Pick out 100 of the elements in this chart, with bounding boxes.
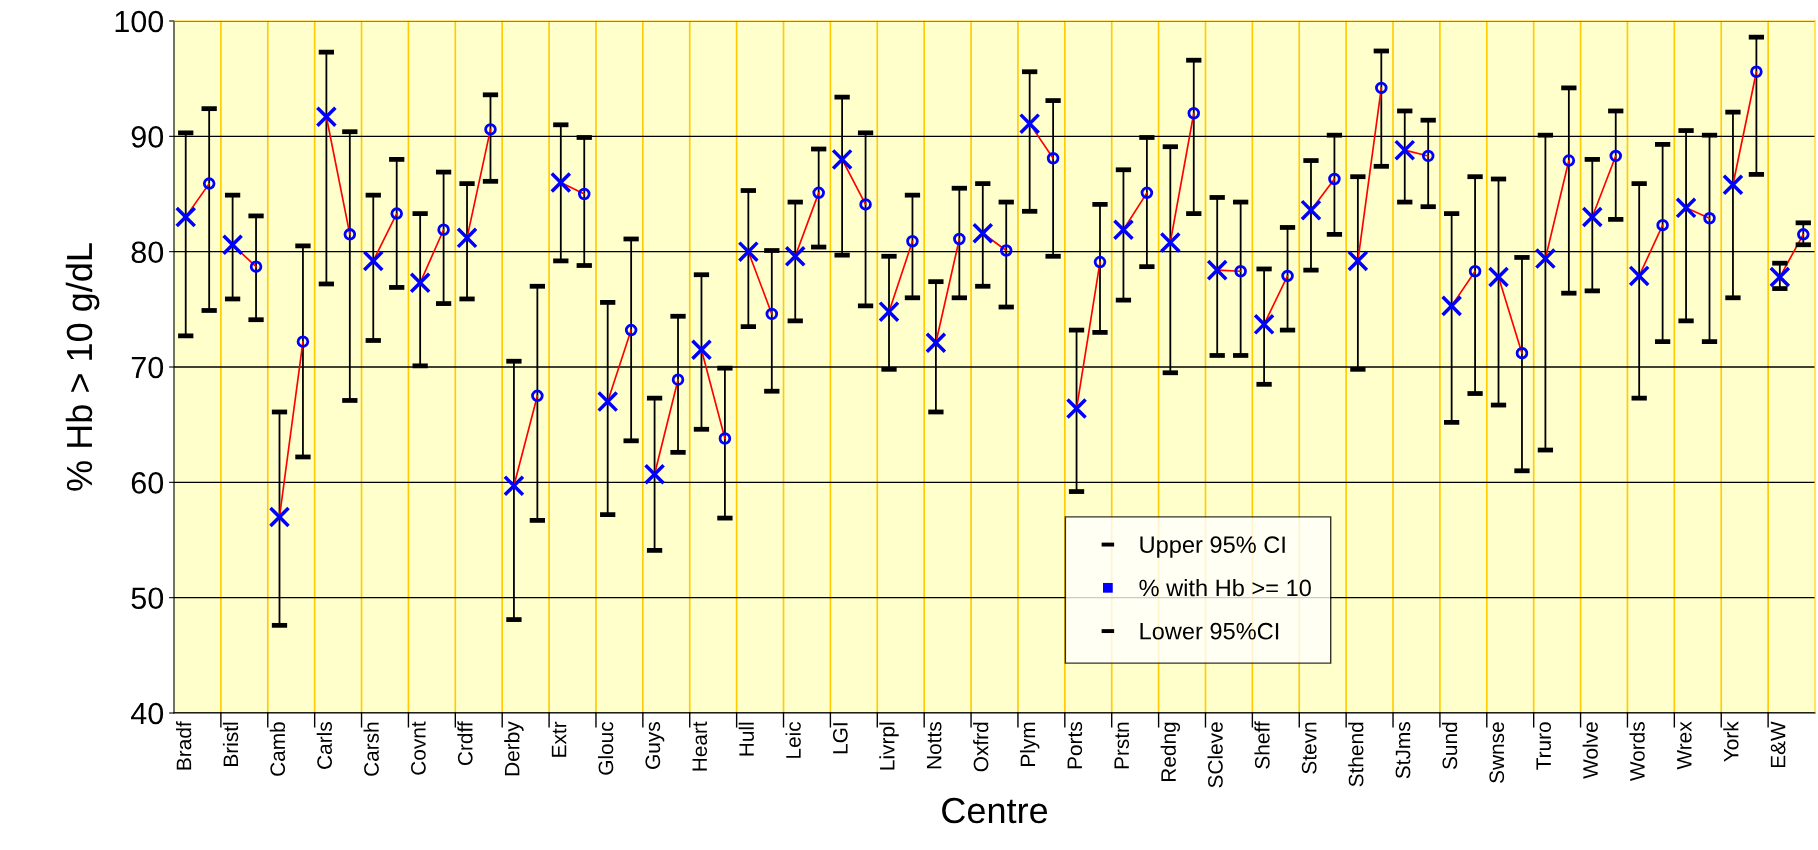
x-tick-label: Wrex: [1677, 721, 1692, 770]
point: [174, 206, 197, 228]
point: [1300, 199, 1322, 221]
point: [1206, 259, 1228, 281]
point: [1347, 250, 1369, 272]
x-tick-label: Stevn: [1301, 722, 1317, 774]
x-tick-label: Plym: [1019, 722, 1040, 766]
point: [202, 177, 216, 190]
x-tick-label: Glouc: [597, 721, 614, 775]
x-tick-label: Covnt: [410, 721, 426, 775]
point: [859, 198, 872, 211]
x-tick-label: Sund: [1441, 722, 1458, 770]
point: [972, 222, 994, 244]
x-tick-label: Extr: [551, 721, 567, 757]
point: [1253, 313, 1275, 336]
y-axis-title: % Hb > 10 g/dL: [65, 243, 100, 491]
point: [1281, 269, 1294, 283]
point: [643, 463, 666, 486]
x-tick-label: Sthend: [1348, 722, 1364, 787]
legend-label: Upper 95% CI: [1140, 536, 1285, 558]
point: [1675, 197, 1697, 219]
x-tick-label: Sheff: [1254, 721, 1270, 769]
x-tick-label: LGI: [832, 723, 848, 754]
point: [953, 232, 966, 246]
point: [1046, 152, 1060, 165]
x-tick-label: Heart: [692, 721, 708, 771]
point: [578, 187, 591, 201]
point: [999, 244, 1013, 257]
x-tick-label: Truro: [1536, 722, 1551, 770]
point: [1468, 265, 1482, 278]
point: [249, 260, 263, 273]
point: [1769, 266, 1791, 288]
point: [1750, 65, 1763, 78]
point: [390, 207, 403, 220]
point: [1562, 154, 1576, 167]
point: [437, 223, 450, 236]
x-tick-label: StJms: [1395, 722, 1411, 779]
x-tick-label: Bradf: [176, 721, 192, 770]
point: [737, 240, 760, 263]
point: [531, 389, 544, 403]
x-tick-label: Ports: [1067, 722, 1083, 769]
point: [362, 250, 385, 272]
point: [765, 307, 779, 321]
y-tick-label: 90: [131, 126, 164, 148]
legend-label: Lower 95%CI: [1140, 622, 1279, 640]
point: [1515, 346, 1529, 360]
point: [296, 335, 310, 348]
point: [484, 123, 497, 136]
x-tick-label: Hull: [738, 722, 754, 756]
point: [1628, 265, 1650, 287]
x-tick-label: Camb: [269, 722, 286, 776]
point: [1487, 266, 1510, 288]
point: [1018, 112, 1041, 135]
x-tick-label: Guys: [645, 722, 665, 769]
x-tick-label: Wolve: [1582, 722, 1598, 779]
point: [268, 506, 291, 528]
x-tick-label: York: [1723, 721, 1739, 762]
point: [456, 227, 478, 249]
point: [878, 300, 900, 323]
point: [409, 272, 431, 294]
point: [1375, 81, 1388, 95]
point: [1703, 211, 1716, 225]
point: [1656, 218, 1669, 232]
y-tick-label: 70: [131, 356, 164, 379]
x-tick-label: Notts: [926, 722, 942, 769]
point: [1093, 255, 1107, 269]
y-tick-label: 60: [131, 472, 164, 494]
x-tick-label: Redng: [1160, 722, 1181, 782]
x-tick-label: Leic: [785, 721, 801, 758]
x-axis-title: Centre: [942, 797, 1048, 824]
point: [1234, 265, 1247, 278]
point: [906, 235, 919, 248]
point: [1421, 149, 1435, 163]
point: [1112, 218, 1135, 241]
x-tick-label: Prstn: [1114, 722, 1130, 769]
y-tick-label: 80: [131, 241, 164, 264]
y-tick-label: 40: [131, 702, 164, 725]
point: [690, 338, 713, 361]
x-tick-label: Livrpl: [879, 722, 899, 770]
point: [925, 332, 947, 354]
point: [1140, 186, 1154, 200]
x-tick-label: Derby: [504, 721, 524, 776]
x-tick-label: Bristl: [222, 722, 239, 766]
x-tick-label: SCleve: [1207, 722, 1223, 788]
x-tick-label: Oxfrd: [973, 722, 989, 772]
point: [343, 228, 357, 241]
y-tick-label: 50: [131, 587, 164, 610]
point: [550, 171, 572, 194]
point: [1065, 397, 1088, 420]
point: [624, 323, 638, 337]
x-tick-label: Carls: [316, 722, 332, 769]
point: [812, 186, 825, 200]
x-tick-label: Swnse: [1489, 722, 1505, 783]
point: [1534, 247, 1557, 270]
point: [1609, 149, 1622, 163]
point: [315, 105, 338, 128]
point: [1328, 172, 1341, 186]
point: [671, 373, 685, 386]
point: [1797, 228, 1810, 241]
x-tick-label: Carsh: [363, 722, 379, 776]
